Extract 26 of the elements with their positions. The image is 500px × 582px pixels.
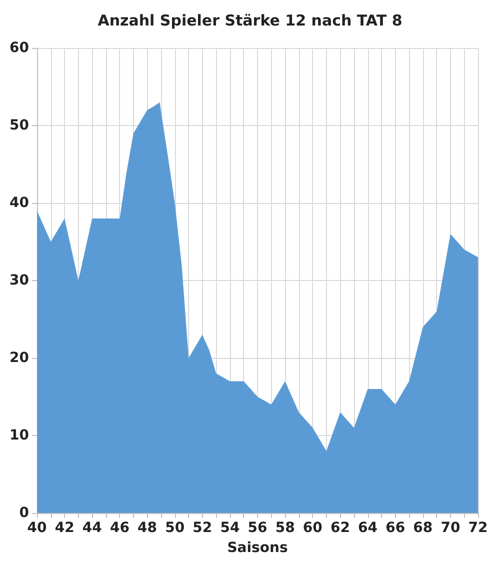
x-tick-label: 66 — [386, 520, 406, 536]
x-tick-label: 56 — [248, 520, 268, 536]
y-tick-label: 30 — [10, 272, 30, 288]
x-axis-title: Saisons — [227, 540, 288, 556]
x-tick-label: 42 — [54, 520, 74, 536]
x-tick-label: 60 — [302, 520, 323, 536]
x-tick-label: 70 — [440, 520, 460, 536]
y-tick-label: 0 — [19, 505, 30, 521]
x-tick-label: 54 — [220, 520, 240, 536]
x-tick-label: 48 — [138, 520, 157, 536]
x-tick-label: 64 — [358, 520, 378, 536]
x-tick-label: 46 — [110, 520, 130, 536]
y-tick-label: 40 — [10, 195, 30, 211]
x-tick-label: 72 — [468, 520, 488, 536]
x-tick-label: 50 — [165, 520, 185, 536]
x-tick-label: 44 — [82, 520, 102, 536]
x-tick-label: 58 — [275, 520, 295, 536]
x-tick-label: 68 — [413, 520, 433, 536]
chart-title: Anzahl Spieler Stärke 12 nach TAT 8 — [98, 12, 402, 30]
x-tick-label: 52 — [192, 520, 212, 536]
y-tick-label: 10 — [10, 428, 30, 444]
y-tick-label: 50 — [10, 118, 30, 134]
x-tick-label: 40 — [27, 520, 47, 536]
y-tick-label: 20 — [10, 350, 30, 366]
y-tick-label: 60 — [10, 40, 30, 56]
x-tick-label: 62 — [330, 520, 350, 536]
